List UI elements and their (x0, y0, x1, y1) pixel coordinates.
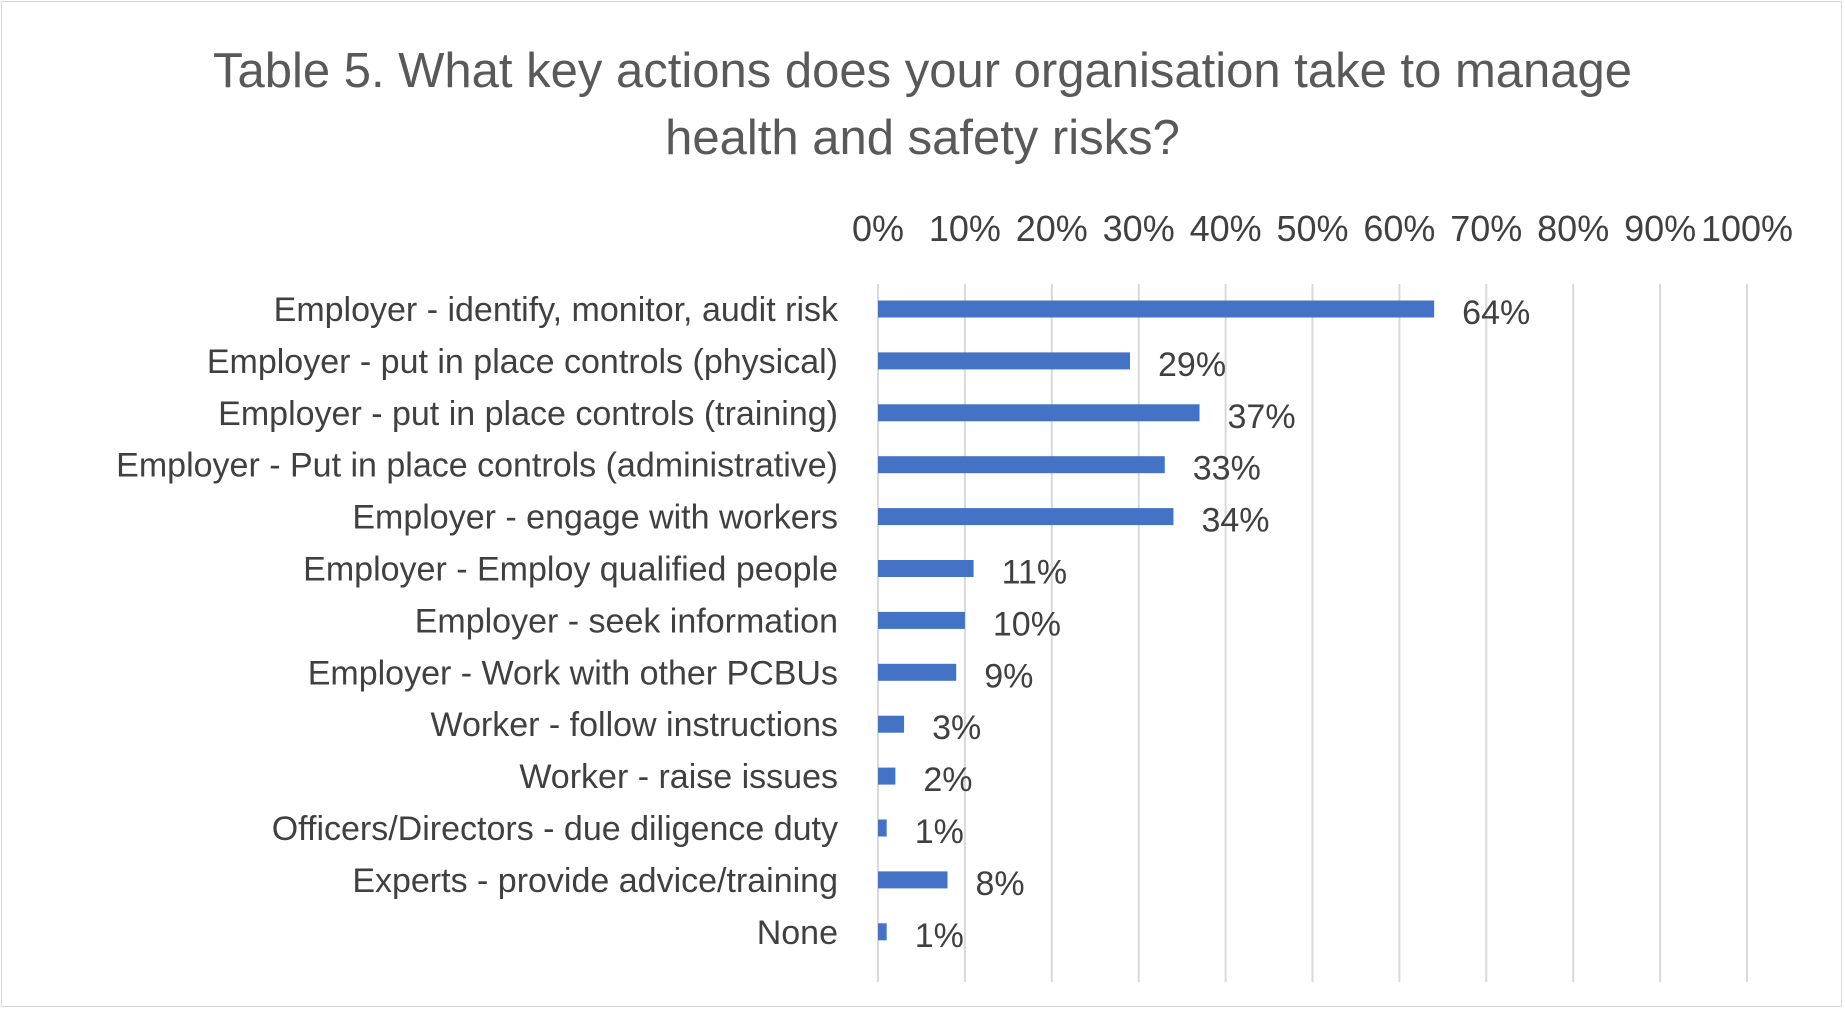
data-label: 37% (1228, 398, 1296, 436)
x-tick-label: 80% (1537, 208, 1609, 249)
x-tick-label: 20% (1016, 208, 1088, 249)
category-label: Employer - Employ qualified people (303, 551, 838, 589)
category-label: Worker - raise issues (519, 758, 838, 796)
x-tick-label: 60% (1363, 208, 1435, 249)
data-label: 1% (915, 813, 964, 851)
x-tick-label: 10% (929, 208, 1001, 249)
bar (878, 404, 1200, 422)
data-label: 11% (1002, 554, 1068, 592)
data-label: 64% (1462, 294, 1530, 332)
bars (878, 300, 1435, 941)
gridlines (877, 284, 1748, 982)
bar (878, 352, 1131, 370)
category-label: Employer - Work with other PCBUs (308, 654, 838, 692)
chart-title: Table 5. What key actions does your orga… (212, 44, 1633, 165)
x-tick-label: 70% (1450, 208, 1522, 249)
data-label: 33% (1193, 450, 1261, 488)
x-tick-label: 90% (1624, 208, 1696, 249)
bar (878, 560, 974, 577)
x-axis-tick-labels: 0% 10% 20% 30% 40% 50% 60% 70% 80% 90% 100% (852, 208, 1793, 249)
category-label: Employer - put in place controls (traini… (218, 395, 838, 433)
data-label: 3% (932, 709, 981, 747)
data-label: 10% (993, 605, 1061, 643)
bar (878, 611, 965, 629)
category-labels: Employer - identify, monitor, audit risk… (116, 291, 839, 952)
x-tick-label: 30% (1103, 208, 1175, 249)
x-tick-label: 40% (1190, 208, 1262, 249)
bar (878, 871, 948, 889)
bar (878, 508, 1174, 526)
category-label: Employer - seek information (415, 602, 838, 640)
bar (878, 456, 1165, 474)
data-label: 9% (984, 657, 1033, 695)
bar (878, 923, 887, 941)
bar (878, 819, 887, 837)
data-label: 34% (1201, 502, 1269, 540)
x-tick-label: 50% (1276, 208, 1348, 249)
bar (878, 300, 1435, 318)
data-label: 29% (1158, 346, 1226, 384)
data-labels: 64% 29%37% 33% 34% 11% 10% 9%3% 2% 1% 8% 1% (915, 294, 1531, 955)
bar (878, 663, 957, 681)
category-label: Employer - put in place controls (physic… (207, 343, 838, 381)
data-label: 2% (923, 761, 972, 799)
category-label: Employer - Put in place controls (admini… (116, 447, 838, 485)
category-label: Worker - follow instructions (431, 706, 839, 744)
category-label: Employer - identify, monitor, audit risk (274, 291, 839, 329)
data-label: 8% (976, 865, 1025, 903)
bar (878, 715, 905, 733)
bar (878, 767, 896, 785)
category-label: None (757, 914, 838, 952)
category-label: Employer - engage with workers (352, 499, 838, 537)
x-tick-label: 0% (852, 208, 904, 249)
category-label: Officers/Directors - due diligence duty (272, 810, 838, 848)
data-label: 1% (915, 917, 964, 955)
category-label: Experts - provide advice/training (352, 862, 838, 900)
x-tick-label: 100% (1701, 208, 1793, 249)
